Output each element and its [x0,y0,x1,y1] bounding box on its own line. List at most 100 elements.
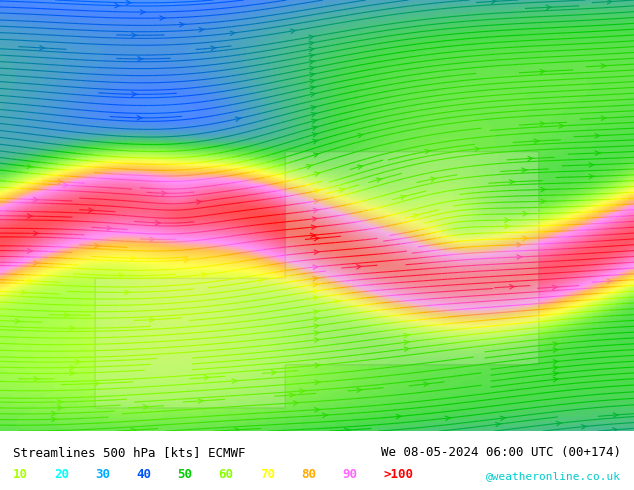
Text: Streamlines 500 hPa [kts] ECMWF: Streamlines 500 hPa [kts] ECMWF [13,446,245,459]
FancyArrowPatch shape [522,168,527,172]
FancyArrowPatch shape [309,48,314,51]
Text: 50: 50 [178,468,193,481]
FancyArrowPatch shape [376,178,382,182]
FancyArrowPatch shape [559,123,564,128]
FancyArrowPatch shape [160,16,165,20]
Text: @weatheronline.co.uk: @weatheronline.co.uk [486,471,621,481]
FancyArrowPatch shape [553,366,559,370]
FancyArrowPatch shape [309,41,314,46]
FancyArrowPatch shape [15,319,21,323]
FancyArrowPatch shape [162,191,167,196]
FancyArrowPatch shape [314,172,320,176]
FancyArrowPatch shape [344,428,350,433]
Text: 10: 10 [13,468,28,481]
FancyArrowPatch shape [314,408,320,412]
FancyArrowPatch shape [39,46,45,50]
FancyArrowPatch shape [445,416,451,420]
FancyArrowPatch shape [517,255,522,259]
FancyArrowPatch shape [125,290,130,294]
FancyArrowPatch shape [581,425,587,429]
FancyArrowPatch shape [143,405,149,409]
FancyArrowPatch shape [314,199,320,203]
FancyArrowPatch shape [613,413,619,417]
FancyArrowPatch shape [27,248,33,253]
FancyArrowPatch shape [132,92,138,97]
FancyArrowPatch shape [358,165,363,169]
FancyArrowPatch shape [70,366,75,370]
FancyArrowPatch shape [94,381,100,386]
FancyArrowPatch shape [314,324,320,328]
FancyArrowPatch shape [300,389,305,393]
FancyArrowPatch shape [553,360,559,364]
FancyArrowPatch shape [27,278,33,283]
FancyArrowPatch shape [51,417,57,421]
FancyArrowPatch shape [155,220,161,225]
Text: 20: 20 [54,468,69,481]
FancyArrowPatch shape [63,183,69,187]
FancyArrowPatch shape [595,151,600,155]
FancyArrowPatch shape [198,399,204,403]
FancyArrowPatch shape [607,0,612,4]
FancyArrowPatch shape [138,57,143,61]
Text: 30: 30 [95,468,110,481]
FancyArrowPatch shape [528,156,533,161]
FancyArrowPatch shape [312,126,318,130]
FancyArrowPatch shape [184,258,190,262]
Text: 80: 80 [301,468,316,481]
Text: We 08-05-2024 06:00 UTC (00+174): We 08-05-2024 06:00 UTC (00+174) [381,446,621,459]
FancyArrowPatch shape [315,380,321,385]
FancyArrowPatch shape [357,388,363,392]
FancyArrowPatch shape [58,400,63,404]
FancyArrowPatch shape [310,92,316,97]
FancyArrowPatch shape [119,273,124,278]
FancyArrowPatch shape [310,79,316,83]
FancyArrowPatch shape [553,342,559,346]
FancyArrowPatch shape [64,313,70,317]
FancyArrowPatch shape [323,413,328,417]
FancyArrowPatch shape [309,60,315,64]
FancyArrowPatch shape [235,117,241,122]
FancyArrowPatch shape [500,416,506,420]
FancyArrowPatch shape [552,285,558,290]
FancyArrowPatch shape [314,236,320,241]
FancyArrowPatch shape [601,64,607,68]
FancyArrowPatch shape [314,338,320,342]
FancyArrowPatch shape [313,296,319,300]
FancyArrowPatch shape [150,318,155,322]
FancyArrowPatch shape [314,189,320,194]
FancyArrowPatch shape [314,310,320,314]
FancyArrowPatch shape [589,163,595,167]
FancyArrowPatch shape [70,371,75,375]
FancyArrowPatch shape [310,233,316,238]
FancyArrowPatch shape [510,180,515,184]
Text: 70: 70 [260,468,275,481]
FancyArrowPatch shape [22,290,27,294]
FancyArrowPatch shape [309,53,315,58]
FancyArrowPatch shape [232,379,238,383]
FancyArrowPatch shape [132,33,137,37]
FancyArrowPatch shape [204,375,210,380]
FancyArrowPatch shape [34,261,39,265]
FancyArrowPatch shape [131,256,136,260]
FancyArrowPatch shape [199,27,205,32]
FancyArrowPatch shape [517,243,522,247]
FancyArrowPatch shape [150,237,155,242]
FancyArrowPatch shape [115,3,120,8]
FancyArrowPatch shape [510,285,515,289]
FancyArrowPatch shape [505,218,510,222]
FancyArrowPatch shape [314,317,320,321]
FancyArrowPatch shape [309,66,315,71]
FancyArrowPatch shape [140,10,146,14]
FancyArrowPatch shape [424,382,429,387]
FancyArrowPatch shape [612,428,618,432]
FancyArrowPatch shape [202,272,207,277]
FancyArrowPatch shape [309,35,314,39]
FancyArrowPatch shape [505,224,510,228]
FancyArrowPatch shape [310,86,316,90]
FancyArrowPatch shape [314,331,320,335]
FancyArrowPatch shape [523,212,528,216]
FancyArrowPatch shape [137,116,143,120]
FancyArrowPatch shape [313,217,318,221]
Text: 40: 40 [136,468,152,481]
FancyArrowPatch shape [413,214,419,218]
